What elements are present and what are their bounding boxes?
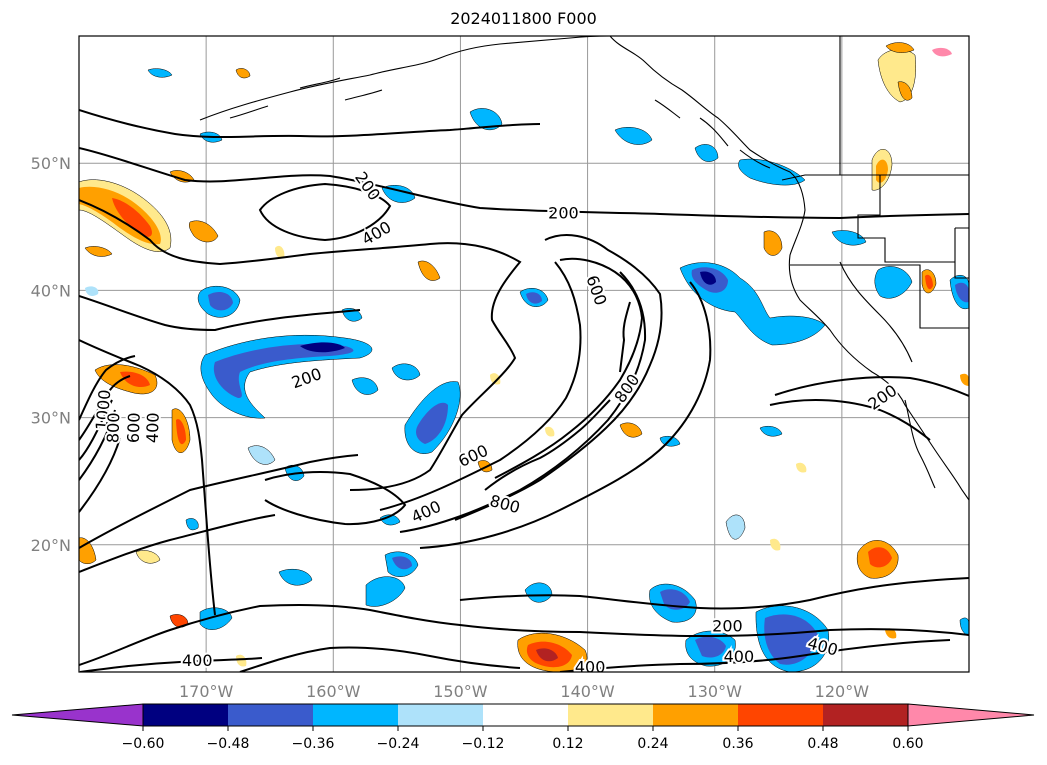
colorbar-tick-label: −0.36: [292, 736, 335, 752]
colorbar-tick-label: −0.48: [207, 736, 250, 752]
colorbar-extend-high: [907, 703, 1035, 727]
lon-label: 140°W: [560, 682, 615, 701]
colorbar-segment: [653, 704, 738, 726]
colorbar-tick-label: −0.60: [122, 736, 165, 752]
lon-label: 150°W: [433, 682, 488, 701]
latitude-labels: 50°N 40°N 30°N 20°N: [31, 154, 71, 555]
colorbar-segment: [568, 704, 653, 726]
lon-label: 130°W: [688, 682, 743, 701]
colorbar-segment: [398, 704, 483, 726]
colorbar-segment: [228, 704, 313, 726]
colorbar-tick-label: 0.24: [637, 736, 668, 752]
map-frame: [78, 35, 970, 673]
shaded-field: [79, 42, 969, 672]
map-title: 2024011800 F000: [450, 9, 597, 28]
colorbar-tick-label: 0.36: [722, 736, 753, 752]
colorbar-tick-label: 0.48: [807, 736, 838, 752]
colorbar-segment: [738, 704, 823, 726]
lon-label: 120°W: [815, 682, 870, 701]
colorbar-segment: [483, 704, 568, 726]
colorbar-segment: [313, 704, 398, 726]
lon-label: 170°W: [179, 682, 234, 701]
contour-label: 400: [182, 651, 213, 670]
colorbar-segment: [143, 704, 228, 726]
contour-label: 800: [103, 412, 123, 443]
colorbar-extend-low: [11, 703, 144, 727]
colorbar-tick-label: 0.60: [892, 736, 923, 752]
contour-label: 200: [712, 617, 743, 636]
graticule: [79, 36, 969, 672]
colorbar-segment: [823, 704, 908, 726]
coastlines: [199, 36, 969, 501]
contour-label: 400: [575, 657, 606, 676]
contour-label: 600: [124, 412, 144, 443]
colorbar-tick-label: 0.12: [552, 736, 583, 752]
colorbar-tick-label: −0.24: [377, 736, 420, 752]
lat-label: 20°N: [31, 536, 71, 555]
lat-label: 50°N: [31, 154, 71, 173]
contour-label: 400: [143, 412, 163, 443]
contour-label: 400: [724, 647, 755, 666]
colorbar: −0.60 −0.48 −0.36 −0.24 −0.12 0.12 0.24 0.36 0.4…: [11, 703, 1035, 752]
contour-label: 200: [548, 203, 579, 222]
lat-label: 40°N: [31, 281, 71, 300]
longitude-labels: 170°W 160°W 150°W 140°W 130°W 120°W: [179, 682, 869, 701]
negative-anomaly-region: [85, 68, 969, 672]
positive-anomaly-region: [79, 42, 969, 672]
lon-label: 160°W: [306, 682, 361, 701]
colorbar-frame: [142, 703, 909, 727]
contour-lines: [79, 109, 969, 672]
lat-label: 30°N: [31, 409, 71, 428]
colorbar-tick-label: −0.12: [462, 736, 505, 752]
